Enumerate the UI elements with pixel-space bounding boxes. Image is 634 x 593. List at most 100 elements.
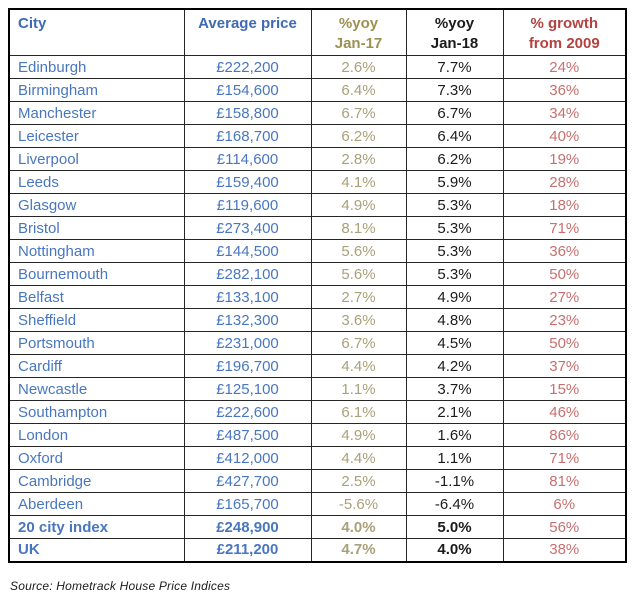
cell-yoy_jan18: 1.1%: [405, 446, 504, 470]
cell-yoy_jan17: 4.0%: [310, 515, 407, 539]
table-row: Cardiff £196,700 4.4% 4.2% 37%: [8, 354, 627, 378]
table-row: Bristol £273,400 8.1% 5.3% 71%: [8, 216, 627, 240]
cell-avg_price: £158,800: [183, 101, 312, 125]
cell-avg_price: £144,500: [183, 239, 312, 263]
cell-yoy_jan18: 4.2%: [405, 354, 504, 378]
cell-yoy_jan18: 3.7%: [405, 377, 504, 401]
cell-growth_2009: 36%: [502, 78, 627, 102]
cell-growth_2009: 50%: [502, 262, 627, 286]
summary-row: 20 city index £248,900 4.0% 5.0% 56%: [8, 515, 627, 539]
cell-yoy_jan17: 3.6%: [310, 308, 407, 332]
table-row: Leicester £168,700 6.2% 6.4% 40%: [8, 124, 627, 148]
table-row: Oxford £412,000 4.4% 1.1% 71%: [8, 446, 627, 470]
table-row: Portsmouth £231,000 6.7% 4.5% 50%: [8, 331, 627, 355]
cell-avg_price: £165,700: [183, 492, 312, 516]
table-row: Aberdeen £165,700 -5.6% -6.4% 6%: [8, 492, 627, 516]
cell-yoy_jan17: 5.6%: [310, 239, 407, 263]
cell-avg_price: £125,100: [183, 377, 312, 401]
cell-avg_price: £248,900: [183, 515, 312, 539]
cell-city: 20 city index: [8, 515, 185, 539]
cell-yoy_jan18: 2.1%: [405, 400, 504, 424]
source-note: Source: Hometrack House Price Indices: [10, 578, 231, 593]
cell-avg_price: £133,100: [183, 285, 312, 309]
column-header-growth_2009: % growth from 2009: [502, 8, 627, 56]
cell-yoy_jan18: 7.3%: [405, 78, 504, 102]
cell-yoy_jan17: 4.1%: [310, 170, 407, 194]
cell-city: London: [8, 423, 185, 447]
cell-city: Sheffield: [8, 308, 185, 332]
cell-yoy_jan17: 4.9%: [310, 193, 407, 217]
cell-city: Glasgow: [8, 193, 185, 217]
cell-growth_2009: 28%: [502, 170, 627, 194]
cell-growth_2009: 27%: [502, 285, 627, 309]
cell-growth_2009: 36%: [502, 239, 627, 263]
cell-growth_2009: 6%: [502, 492, 627, 516]
cell-growth_2009: 18%: [502, 193, 627, 217]
cell-city: Belfast: [8, 285, 185, 309]
cell-city: Leeds: [8, 170, 185, 194]
cell-growth_2009: 34%: [502, 101, 627, 125]
cell-yoy_jan17: 6.4%: [310, 78, 407, 102]
cell-yoy_jan18: -1.1%: [405, 469, 504, 493]
cell-growth_2009: 81%: [502, 469, 627, 493]
cell-avg_price: £132,300: [183, 308, 312, 332]
cell-growth_2009: 50%: [502, 331, 627, 355]
cell-city: Bournemouth: [8, 262, 185, 286]
table-head: City Average price %yoy Jan-17 %yoy Jan-18% g…: [8, 8, 627, 56]
table-row: Liverpool £114,600 2.8% 6.2% 19%: [8, 147, 627, 171]
table-body: Edinburgh £222,200 2.6% 7.7% 24% Birmingham £1…: [8, 55, 627, 562]
cell-yoy_jan17: 4.4%: [310, 354, 407, 378]
cell-yoy_jan17: 4.9%: [310, 423, 407, 447]
cell-city: Cambridge: [8, 469, 185, 493]
cell-yoy_jan17: 2.6%: [310, 55, 407, 79]
cell-yoy_jan17: 4.7%: [310, 538, 407, 562]
cell-yoy_jan17: -5.6%: [310, 492, 407, 516]
table-row: Cambridge £427,700 2.5% -1.1% 81%: [8, 469, 627, 493]
cell-city: Nottingham: [8, 239, 185, 263]
cell-avg_price: £168,700: [183, 124, 312, 148]
cell-yoy_jan18: 5.3%: [405, 216, 504, 240]
cell-yoy_jan17: 6.7%: [310, 331, 407, 355]
cell-yoy_jan18: 5.3%: [405, 239, 504, 263]
cell-growth_2009: 37%: [502, 354, 627, 378]
cell-avg_price: £119,600: [183, 193, 312, 217]
cell-city: Edinburgh: [8, 55, 185, 79]
cell-yoy_jan18: 6.4%: [405, 124, 504, 148]
table-row: Birmingham £154,600 6.4% 7.3% 36%: [8, 78, 627, 102]
table-row: Belfast £133,100 2.7% 4.9% 27%: [8, 285, 627, 309]
cell-yoy_jan18: 5.3%: [405, 193, 504, 217]
cell-city: Manchester: [8, 101, 185, 125]
cell-avg_price: £154,600: [183, 78, 312, 102]
cell-yoy_jan17: 1.1%: [310, 377, 407, 401]
cell-avg_price: £487,500: [183, 423, 312, 447]
cell-growth_2009: 71%: [502, 216, 627, 240]
cell-yoy_jan18: 6.2%: [405, 147, 504, 171]
table-row: Southampton £222,600 6.1% 2.1% 46%: [8, 400, 627, 424]
cell-growth_2009: 15%: [502, 377, 627, 401]
table-row: Bournemouth £282,100 5.6% 5.3% 50%: [8, 262, 627, 286]
cell-yoy_jan17: 2.5%: [310, 469, 407, 493]
table-row: London £487,500 4.9% 1.6% 86%: [8, 423, 627, 447]
cell-yoy_jan17: 5.6%: [310, 262, 407, 286]
cell-growth_2009: 71%: [502, 446, 627, 470]
cell-avg_price: £412,000: [183, 446, 312, 470]
cell-growth_2009: 38%: [502, 538, 627, 562]
table-row: Sheffield £132,300 3.6% 4.8% 23%: [8, 308, 627, 332]
cell-avg_price: £231,000: [183, 331, 312, 355]
cell-yoy_jan18: 4.9%: [405, 285, 504, 309]
cell-avg_price: £211,200: [183, 538, 312, 562]
cell-city: Oxford: [8, 446, 185, 470]
column-header-avg_price: Average price: [183, 8, 312, 56]
cell-yoy_jan17: 8.1%: [310, 216, 407, 240]
cell-yoy_jan18: 5.9%: [405, 170, 504, 194]
cell-yoy_jan18: -6.4%: [405, 492, 504, 516]
cell-city: Aberdeen: [8, 492, 185, 516]
header-row: City Average price %yoy Jan-17 %yoy Jan-18% g…: [8, 8, 627, 56]
cell-avg_price: £222,200: [183, 55, 312, 79]
cell-yoy_jan18: 4.8%: [405, 308, 504, 332]
cell-avg_price: £159,400: [183, 170, 312, 194]
cell-avg_price: £196,700: [183, 354, 312, 378]
cell-avg_price: £282,100: [183, 262, 312, 286]
cell-yoy_jan17: 2.8%: [310, 147, 407, 171]
table-row: Newcastle £125,100 1.1% 3.7% 15%: [8, 377, 627, 401]
